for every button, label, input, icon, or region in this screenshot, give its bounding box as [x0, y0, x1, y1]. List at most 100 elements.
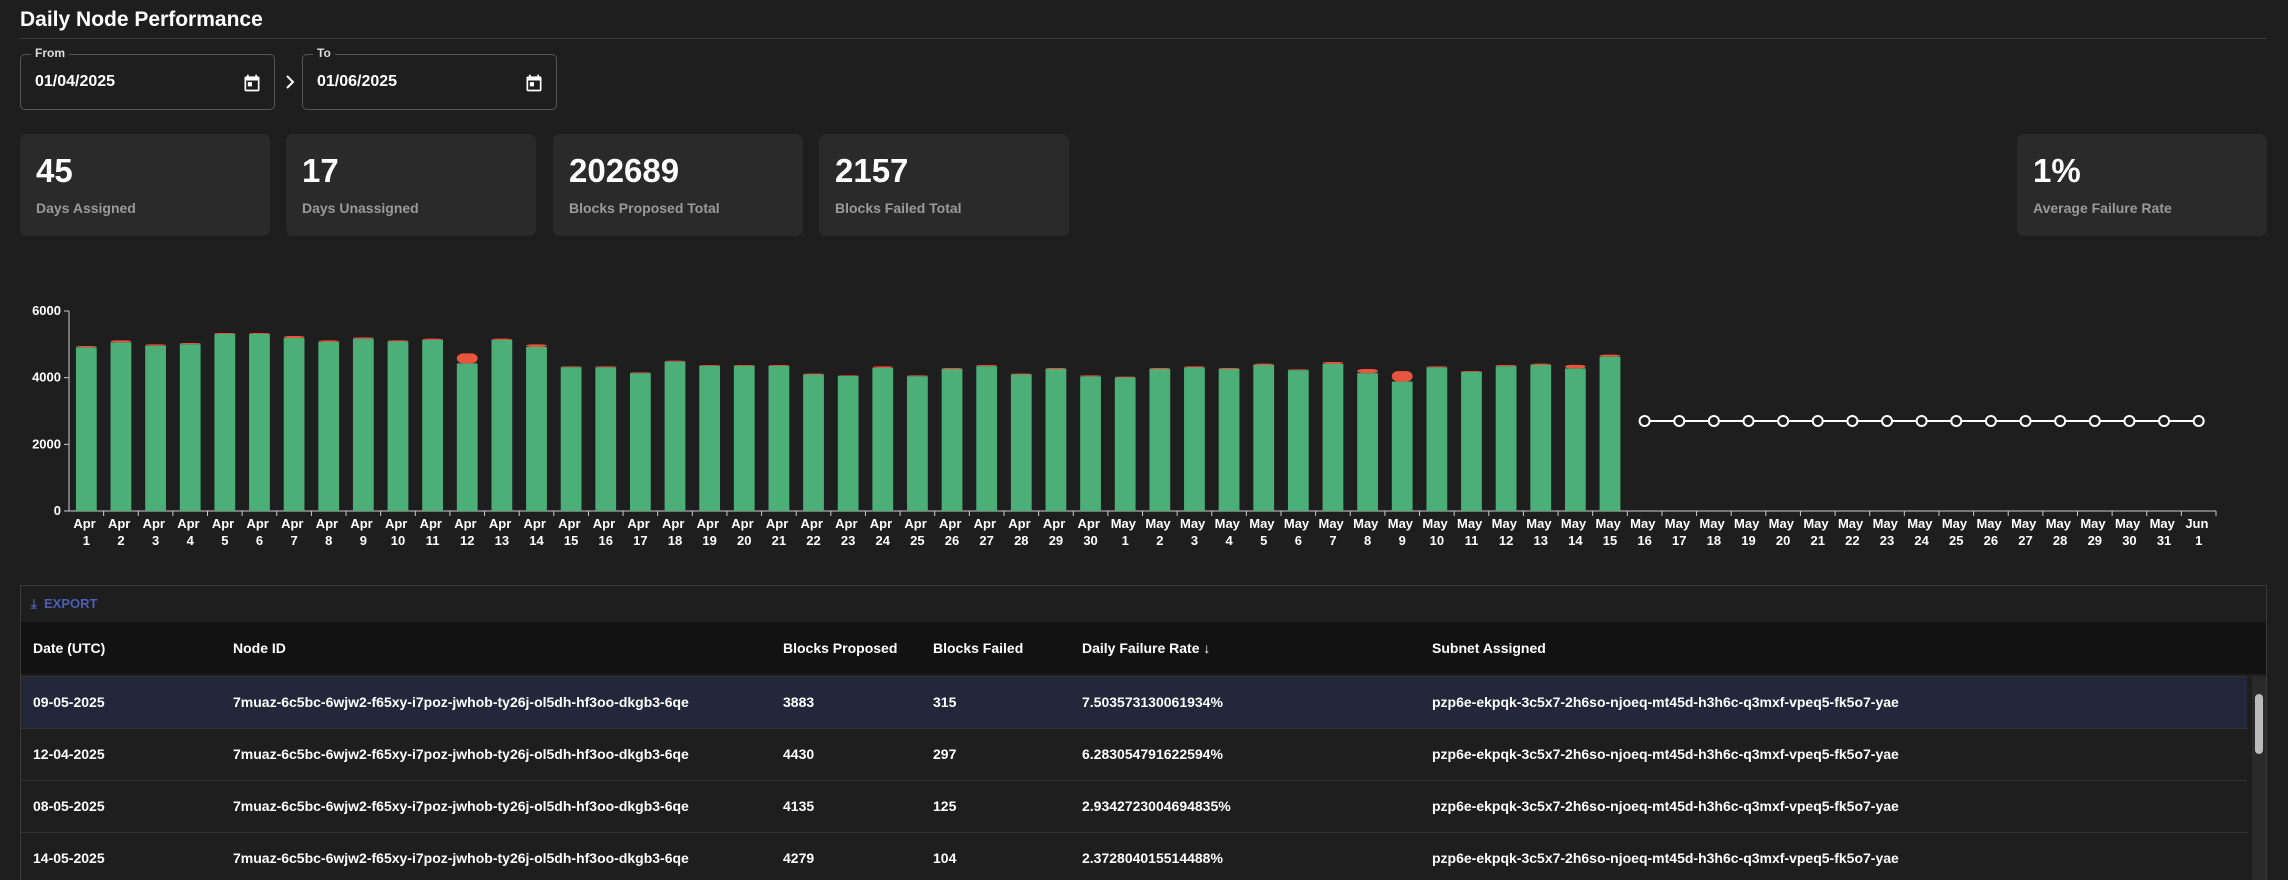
bar-segment	[214, 333, 236, 334]
table-cell: 7muaz-6c5bc-6wjw2-f65xy-i7poz-jwhob-ty26…	[233, 746, 689, 762]
x-tick-label: May 7	[1319, 516, 1348, 548]
bar-segment	[1357, 369, 1378, 374]
bar-segment	[422, 338, 443, 340]
bar-segment	[560, 367, 582, 511]
x-tick-label: May 3	[1180, 516, 1209, 548]
stat-label: Days Assigned	[36, 200, 136, 216]
calendar-icon[interactable]	[242, 73, 262, 93]
x-tick-label: Apr 22	[801, 516, 827, 548]
table-row: 14-05-2025 7muaz-6c5bc-6wjw2-f65xy-i7poz-…	[21, 832, 2247, 880]
bar-segment	[595, 367, 617, 511]
bar-segment	[1322, 364, 1344, 511]
table-cell: 7muaz-6c5bc-6wjw2-f65xy-i7poz-jwhob-ty26…	[233, 850, 689, 866]
x-tick-label: Apr 21	[766, 516, 792, 548]
stat-value: 17	[302, 152, 339, 189]
stat-card: 2157 Blocks Failed Total	[819, 134, 1069, 236]
point	[1950, 415, 1963, 427]
stat-card: 45 Days Assigned	[20, 134, 270, 236]
point	[1777, 415, 1790, 427]
stat-card: 1% Average Failure Rate	[2017, 134, 2267, 236]
table-cell: 7muaz-6c5bc-6wjw2-f65xy-i7poz-jwhob-ty26…	[233, 798, 689, 814]
bar-segment	[491, 340, 513, 511]
bar-segment	[560, 366, 582, 368]
bar-segment	[1080, 376, 1101, 511]
x-tick-label: Apr 6	[246, 516, 272, 548]
export-button[interactable]: ⤓ EXPORT	[31, 596, 98, 611]
bar-segment	[1253, 363, 1275, 365]
bar-segment	[907, 375, 928, 377]
bar-segment	[110, 340, 132, 343]
bar-segment	[1114, 377, 1136, 511]
point	[2054, 415, 2067, 427]
table-cell: pzp6e-ekpqk-3c5x7-2h6so-njoeq-mt45d-h3h6…	[1432, 798, 1899, 814]
field-value: 01/06/2025	[317, 73, 398, 90]
x-tick-label: May 2	[1145, 516, 1174, 548]
bar-segment	[1391, 381, 1413, 511]
sort-icon[interactable]: ↓	[1199, 640, 1211, 656]
x-tick-label: May 13	[1526, 516, 1555, 548]
bar-segment	[1149, 368, 1171, 369]
bar-segment	[1564, 368, 1586, 511]
bar-segment	[1357, 373, 1378, 511]
table-cell: 297	[933, 746, 957, 762]
bar-segment	[803, 374, 824, 511]
point	[1881, 415, 1894, 427]
page-title: Daily Node Performance	[20, 8, 263, 31]
point	[1811, 415, 1824, 427]
bar-segment	[1253, 365, 1275, 511]
x-tick-label: Apr 7	[281, 516, 307, 548]
x-tick-label: Apr 4	[177, 516, 203, 548]
calendar-icon[interactable]	[524, 73, 544, 93]
column-header: Daily Failure Rate ↓	[1082, 640, 1211, 656]
from-date-field[interactable]: From 01/04/2025	[20, 46, 275, 110]
x-tick-label: Apr 15	[558, 516, 584, 548]
bar-segment	[283, 338, 305, 511]
column-header: Date (UTC)	[33, 640, 106, 656]
bar-segment	[110, 342, 132, 511]
y-tick-label: 2000	[32, 436, 61, 451]
x-tick-label: Apr 30	[1078, 516, 1104, 548]
point	[2192, 415, 2205, 427]
bar-segment	[1218, 368, 1240, 369]
to-date-field[interactable]: To 01/06/2025	[302, 46, 557, 110]
x-tick-label: Jun 1	[2185, 516, 2212, 548]
table-cell: pzp6e-ekpqk-3c5x7-2h6so-njoeq-mt45d-h3h6…	[1432, 746, 1899, 762]
table-cell: 315	[933, 694, 957, 710]
x-tick-label: May 21	[1803, 516, 1832, 548]
bar-segment	[907, 376, 928, 511]
x-tick-label: Apr 1	[73, 516, 99, 548]
x-tick-label: May 29	[2080, 516, 2109, 548]
x-tick-label: Apr 12	[454, 516, 480, 548]
bar-segment	[1045, 368, 1067, 369]
bar-segment	[837, 375, 859, 376]
x-tick-label: May 17	[1665, 516, 1694, 548]
point	[1638, 415, 1651, 427]
bar-segment	[75, 347, 97, 511]
stat-value: 202689	[569, 152, 680, 189]
table-cell: pzp6e-ekpqk-3c5x7-2h6so-njoeq-mt45d-h3h6…	[1432, 850, 1899, 866]
bar-segment	[214, 334, 236, 511]
x-tick-label: Apr 2	[108, 516, 134, 548]
stat-label: Blocks Proposed Total	[569, 200, 720, 216]
bar-segment	[1010, 373, 1032, 375]
bar-segment	[872, 368, 894, 511]
point	[1707, 415, 1720, 427]
x-tick-label: May 25	[1942, 516, 1971, 548]
point	[2088, 415, 2101, 427]
bar-segment	[733, 365, 755, 511]
table-cell: 6.283054791622594%	[1082, 746, 1223, 762]
x-tick-label: Apr 18	[662, 516, 688, 548]
x-tick-label: Apr 29	[1043, 516, 1069, 548]
bar-segment	[249, 333, 270, 334]
bar-segment	[1530, 365, 1552, 511]
table-cell: 14-05-2025	[33, 850, 105, 866]
bar-segment	[283, 336, 305, 338]
x-tick-label: Apr 27	[974, 516, 1000, 548]
bar-segment	[664, 360, 686, 362]
bar-segment	[1564, 364, 1586, 369]
scrollbar[interactable]	[2252, 676, 2266, 880]
y-tick-label: 6000	[32, 303, 61, 318]
bar-segment	[179, 344, 201, 511]
bar-segment	[1599, 354, 1621, 357]
bar-segment	[526, 344, 547, 347]
